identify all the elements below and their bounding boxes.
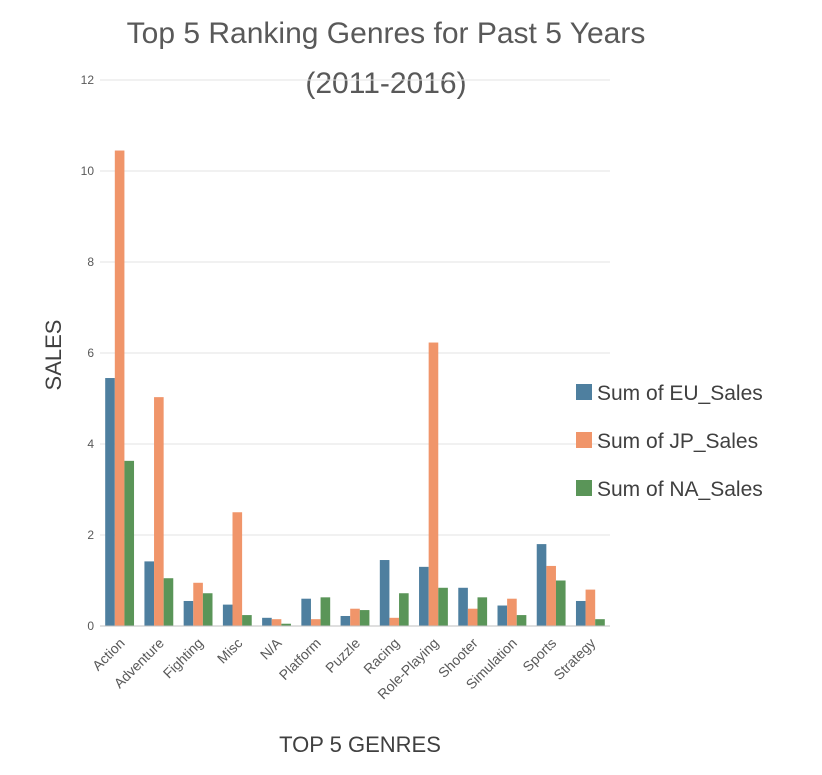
bar-fighting-series-2 bbox=[193, 582, 203, 626]
chart-title-line-2: (2011-2016) bbox=[305, 67, 466, 100]
x-category-label: N/A bbox=[257, 634, 285, 662]
x-axis-title: TOP 5 GENRES bbox=[279, 732, 441, 757]
x-category-label: Fighting bbox=[160, 635, 207, 682]
legend-swatch bbox=[576, 432, 592, 448]
gridlines bbox=[100, 79, 610, 536]
bar-action-series-3 bbox=[124, 460, 135, 626]
bar-fighting-series-1 bbox=[183, 600, 194, 626]
bar-strategy-series-1 bbox=[575, 600, 586, 626]
y-tick-label: 0 bbox=[87, 619, 94, 633]
legend-label: Sum of EU_Sales bbox=[597, 382, 763, 405]
bar-racing-series-2 bbox=[389, 617, 400, 626]
y-tick-label: 12 bbox=[81, 73, 95, 87]
bar-n-a-series-3 bbox=[281, 623, 291, 626]
bar-adventure-series-2 bbox=[154, 397, 164, 626]
bar-action-series-2 bbox=[114, 150, 125, 626]
bar-role-playing-series-3 bbox=[438, 587, 448, 626]
bar-racing-series-1 bbox=[379, 560, 390, 626]
bar-shooter-series-2 bbox=[467, 608, 478, 626]
bar-strategy-series-3 bbox=[595, 619, 605, 626]
bar-role-playing-series-2 bbox=[428, 342, 439, 626]
legend: Sum of EU_Sales Sum of JP_Sales Sum of NA_… bbox=[576, 382, 763, 501]
bar-role-playing-series-1 bbox=[419, 566, 429, 626]
bar-n-a-series-2 bbox=[271, 619, 282, 626]
bar-simulation-series-2 bbox=[507, 598, 517, 626]
y-axis-ticks: 0 2 4 6 8 10 12 bbox=[81, 73, 95, 633]
chart-title-line-1: Top 5 Ranking Genres for Past 5 Years bbox=[127, 17, 646, 50]
bar-puzzle-series-1 bbox=[340, 615, 351, 626]
bar-simulation-series-1 bbox=[497, 605, 508, 626]
bar-adventure-series-1 bbox=[144, 561, 155, 626]
x-category-label: Puzzle bbox=[322, 635, 363, 676]
bar-misc-series-3 bbox=[242, 615, 252, 626]
bar-fighting-series-3 bbox=[202, 593, 213, 626]
bar-strategy-series-2 bbox=[585, 589, 596, 626]
bar-platform-series-1 bbox=[301, 598, 311, 626]
x-category-label: Misc bbox=[214, 635, 246, 667]
legend-label: Sum of NA_Sales bbox=[597, 478, 763, 501]
bar-sports-series-2 bbox=[546, 565, 556, 626]
bar-misc-series-2 bbox=[232, 512, 243, 626]
bar-sports-series-1 bbox=[536, 544, 547, 626]
bar-puzzle-series-3 bbox=[359, 610, 370, 626]
bar-puzzle-series-2 bbox=[350, 608, 360, 626]
y-tick-label: 2 bbox=[87, 528, 94, 542]
bar-simulation-series-3 bbox=[516, 615, 527, 626]
bar-shooter-series-3 bbox=[477, 597, 488, 626]
y-tick-label: 8 bbox=[87, 255, 94, 269]
y-tick-label: 10 bbox=[81, 164, 95, 178]
bar-platform-series-2 bbox=[310, 619, 321, 626]
y-tick-label: 4 bbox=[87, 437, 94, 451]
x-category-label: Strategy bbox=[550, 635, 598, 683]
legend-label: Sum of JP_Sales bbox=[597, 430, 758, 453]
bar-action-series-1 bbox=[105, 378, 115, 626]
bar-platform-series-3 bbox=[320, 597, 331, 626]
y-tick-label: 6 bbox=[87, 346, 94, 360]
bar-adventure-series-3 bbox=[163, 578, 174, 626]
bars bbox=[105, 150, 605, 626]
legend-swatch bbox=[576, 480, 592, 496]
bar-misc-series-1 bbox=[222, 604, 233, 626]
bar-racing-series-3 bbox=[399, 593, 409, 626]
bar-n-a-series-1 bbox=[262, 617, 272, 626]
bar-shooter-series-1 bbox=[458, 587, 468, 626]
legend-swatch bbox=[576, 384, 592, 400]
bar-sports-series-3 bbox=[555, 580, 566, 626]
x-category-label: Platform bbox=[276, 635, 324, 683]
y-axis-title: SALES bbox=[41, 320, 66, 391]
